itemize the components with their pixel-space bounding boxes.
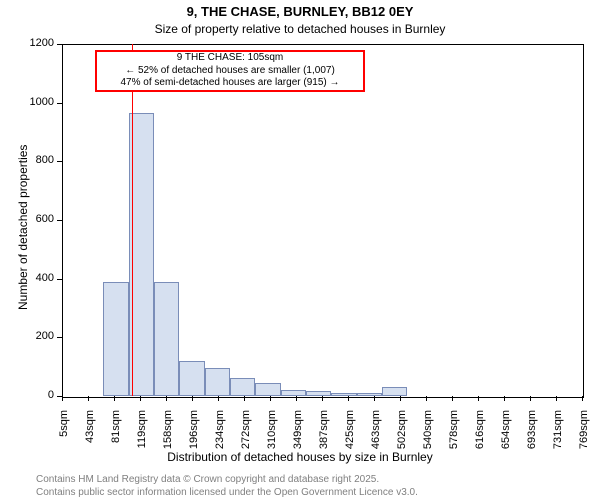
histogram-bar <box>205 368 230 396</box>
x-tick-mark <box>322 396 323 401</box>
x-tick-mark <box>88 396 89 401</box>
x-tick-mark <box>478 396 479 401</box>
x-tick-label: 616sqm <box>474 410 486 460</box>
x-tick-mark <box>400 396 401 401</box>
x-tick-mark <box>452 396 453 401</box>
x-tick-label: 654sqm <box>500 410 512 460</box>
histogram-bar <box>154 282 179 396</box>
x-tick-label: 387sqm <box>318 410 330 460</box>
y-tick-mark <box>57 103 62 104</box>
x-tick-label: 158sqm <box>162 410 174 460</box>
x-tick-label: 234sqm <box>214 410 226 460</box>
x-tick-mark <box>218 396 219 401</box>
histogram-bar <box>281 390 306 396</box>
histogram-bar <box>179 361 204 396</box>
x-tick-mark <box>556 396 557 401</box>
x-tick-label: 196sqm <box>188 410 200 460</box>
x-tick-label: 425sqm <box>344 410 356 460</box>
x-tick-mark <box>530 396 531 401</box>
y-tick-label: 1200 <box>22 37 54 49</box>
histogram-bar <box>255 383 280 396</box>
x-tick-label: 769sqm <box>578 410 590 460</box>
y-tick-label: 200 <box>22 330 54 342</box>
x-tick-mark <box>166 396 167 401</box>
x-tick-mark <box>296 396 297 401</box>
y-tick-mark <box>57 220 62 221</box>
annotation-line2: ← 52% of detached houses are smaller (1,… <box>97 65 363 78</box>
x-tick-label: 43sqm <box>84 410 96 460</box>
chart-subtitle: Size of property relative to detached ho… <box>0 22 600 36</box>
y-axis-label: Number of detached properties <box>16 145 30 310</box>
x-tick-label: 119sqm <box>136 410 148 460</box>
title-line2: Size of property relative to detached ho… <box>155 22 446 36</box>
annotation-line3: 47% of semi-detached houses are larger (… <box>97 77 363 90</box>
annotation-box: 9 THE CHASE: 105sqm ← 52% of detached ho… <box>95 50 365 92</box>
y-tick-mark <box>57 279 62 280</box>
title-line1: 9, THE CHASE, BURNLEY, BB12 0EY <box>187 4 414 19</box>
x-tick-mark <box>582 396 583 401</box>
histogram-bar <box>306 391 331 396</box>
annotation-line1: 9 THE CHASE: 105sqm <box>97 52 363 65</box>
histogram-bar <box>103 282 128 396</box>
histogram-bar <box>331 393 356 396</box>
x-tick-mark <box>192 396 193 401</box>
y-tick-label: 400 <box>22 272 54 284</box>
chart-container: 9, THE CHASE, BURNLEY, BB12 0EY Size of … <box>0 0 600 500</box>
x-tick-label: 463sqm <box>370 410 382 460</box>
x-tick-label: 5sqm <box>58 410 70 460</box>
x-tick-label: 693sqm <box>526 410 538 460</box>
chart-title: 9, THE CHASE, BURNLEY, BB12 0EY <box>0 4 600 19</box>
x-tick-label: 578sqm <box>448 410 460 460</box>
y-tick-mark <box>57 44 62 45</box>
x-tick-mark <box>270 396 271 401</box>
x-tick-mark <box>62 396 63 401</box>
histogram-bar <box>357 393 382 396</box>
y-tick-label: 1000 <box>22 96 54 108</box>
y-tick-label: 800 <box>22 154 54 166</box>
x-tick-label: 731sqm <box>552 410 564 460</box>
y-tick-mark <box>57 161 62 162</box>
y-tick-label: 0 <box>22 389 54 401</box>
x-tick-mark <box>244 396 245 401</box>
x-tick-label: 349sqm <box>292 410 304 460</box>
x-tick-mark <box>504 396 505 401</box>
x-tick-mark <box>348 396 349 401</box>
footnote-2: Contains public sector information licen… <box>36 487 418 498</box>
x-tick-label: 502sqm <box>396 410 408 460</box>
x-tick-mark <box>114 396 115 401</box>
x-tick-label: 81sqm <box>110 410 122 460</box>
x-tick-mark <box>140 396 141 401</box>
footnote-1: Contains HM Land Registry data © Crown c… <box>36 474 379 485</box>
y-tick-mark <box>57 337 62 338</box>
x-tick-mark <box>374 396 375 401</box>
x-tick-label: 540sqm <box>422 410 434 460</box>
x-tick-label: 310sqm <box>266 410 278 460</box>
y-tick-label: 600 <box>22 213 54 225</box>
x-tick-mark <box>426 396 427 401</box>
histogram-bar <box>382 387 407 396</box>
x-tick-label: 272sqm <box>240 410 252 460</box>
property-marker-line <box>132 44 133 396</box>
histogram-bar <box>230 378 255 396</box>
